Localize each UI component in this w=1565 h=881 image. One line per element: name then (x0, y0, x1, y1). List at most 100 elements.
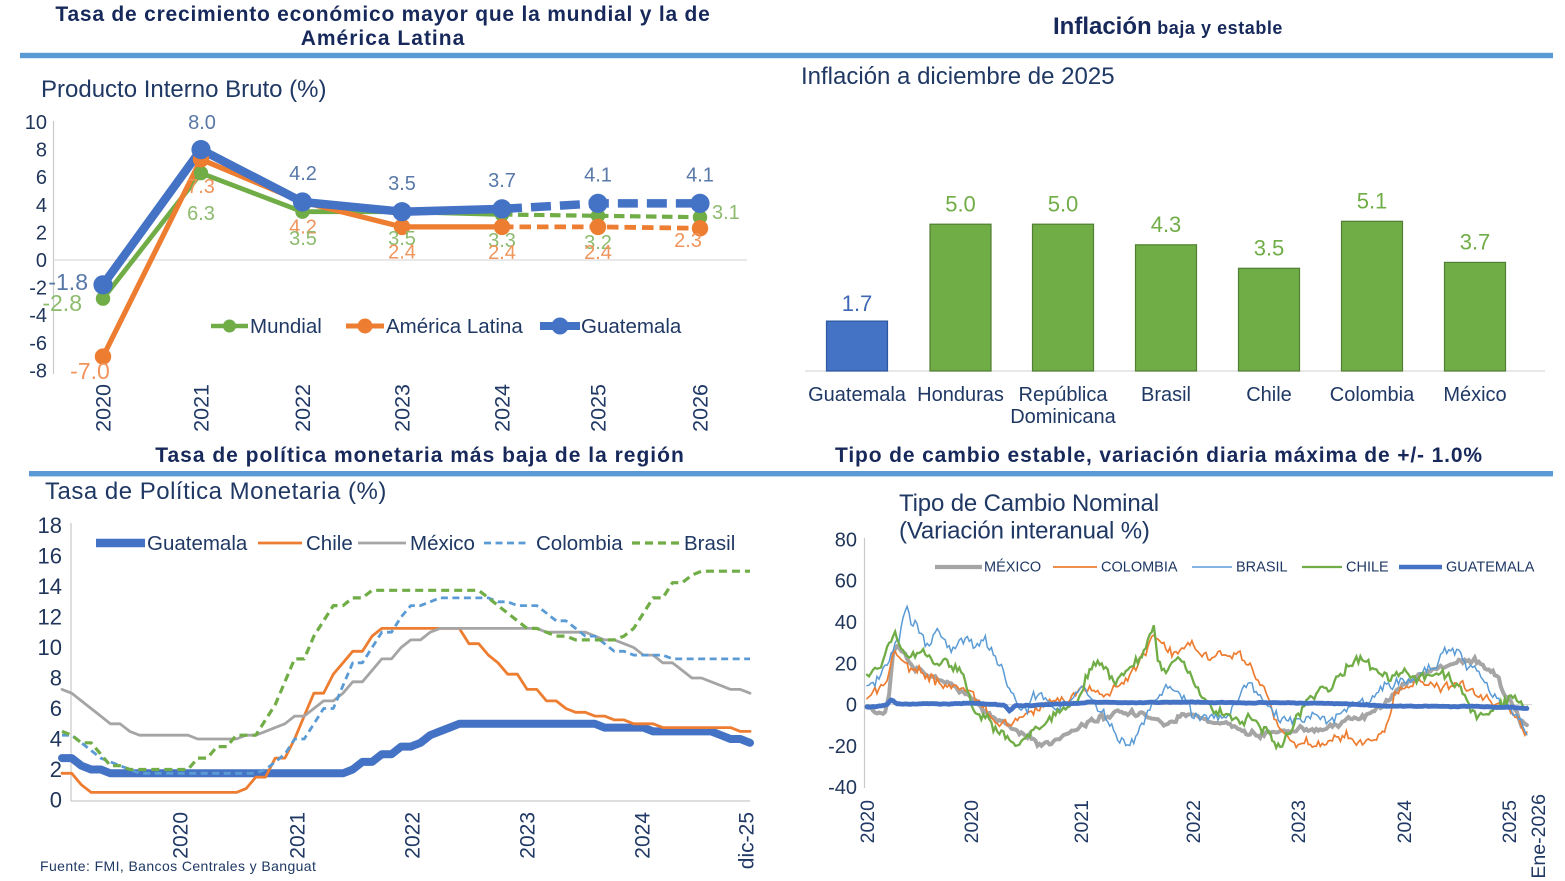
svg-text:COLOMBIA: COLOMBIA (1101, 560, 1178, 576)
svg-text:dic-25: dic-25 (736, 812, 759, 869)
svg-text:2023: 2023 (517, 812, 540, 859)
svg-text:América Latina: América Latina (386, 315, 523, 338)
svg-text:6.3: 6.3 (187, 203, 215, 225)
svg-text:-40: -40 (828, 777, 857, 799)
svg-text:60: 60 (835, 571, 857, 593)
svg-text:2020: 2020 (92, 384, 116, 432)
svg-text:4.2: 4.2 (289, 163, 317, 185)
svg-text:4: 4 (36, 195, 47, 217)
svg-text:2024: 2024 (632, 812, 655, 859)
svg-text:12: 12 (38, 605, 62, 630)
svg-text:2020: 2020 (857, 800, 879, 844)
svg-text:5.1: 5.1 (1357, 188, 1388, 213)
svg-text:20: 20 (835, 653, 857, 675)
svg-text:México: México (410, 532, 475, 555)
svg-text:6: 6 (36, 167, 47, 189)
svg-text:República: República (1019, 384, 1109, 406)
svg-text:2020: 2020 (961, 800, 983, 844)
svg-text:Tipo de Cambio Nominal: Tipo de Cambio Nominal (899, 490, 1159, 517)
svg-text:2024: 2024 (491, 384, 515, 432)
svg-text:2021: 2021 (287, 812, 310, 859)
svg-text:8: 8 (50, 666, 62, 691)
svg-text:Tasa de crecimiento económico: Tasa de crecimiento económico mayor que … (55, 3, 710, 26)
svg-text:5.0: 5.0 (1048, 191, 1079, 216)
svg-text:Brasil: Brasil (1141, 384, 1191, 406)
svg-text:2022: 2022 (402, 812, 425, 859)
svg-text:2023: 2023 (1288, 800, 1310, 843)
svg-text:2025: 2025 (587, 384, 611, 432)
svg-text:Guatemala: Guatemala (808, 384, 907, 406)
svg-text:2.4: 2.4 (488, 242, 516, 264)
svg-text:3.7: 3.7 (488, 170, 516, 192)
svg-text:3.5: 3.5 (1254, 235, 1285, 260)
svg-text:2024: 2024 (1394, 800, 1416, 844)
svg-text:4.1: 4.1 (686, 165, 714, 187)
svg-text:América Latina: América Latina (301, 27, 466, 50)
svg-text:BRASIL: BRASIL (1236, 560, 1288, 576)
svg-text:2021: 2021 (190, 384, 214, 432)
svg-text:-7.0: -7.0 (70, 358, 110, 384)
svg-text:2: 2 (36, 222, 47, 244)
svg-text:6: 6 (50, 696, 62, 721)
svg-text:2.3: 2.3 (674, 230, 702, 252)
svg-text:2026: 2026 (689, 384, 713, 432)
svg-text:Ene-2026: Ene-2026 (1528, 794, 1550, 879)
svg-text:10: 10 (38, 635, 62, 660)
svg-text:Colombia: Colombia (536, 532, 623, 555)
svg-text:-2.8: -2.8 (42, 290, 82, 316)
svg-text:GUATEMALA: GUATEMALA (1446, 560, 1535, 576)
svg-text:2025: 2025 (1499, 800, 1521, 844)
svg-text:(Variación interanual %): (Variación interanual %) (899, 517, 1150, 544)
svg-text:Chile: Chile (1246, 384, 1292, 406)
svg-text:3.1: 3.1 (712, 202, 740, 224)
svg-text:-6: -6 (29, 333, 47, 355)
svg-text:2020: 2020 (170, 812, 193, 859)
svg-text:Chile: Chile (306, 532, 353, 555)
svg-text:2023: 2023 (391, 384, 415, 432)
svg-text:0: 0 (846, 695, 857, 717)
svg-text:Brasil: Brasil (684, 532, 735, 555)
svg-text:-2: -2 (29, 278, 47, 300)
svg-text:2021: 2021 (1071, 800, 1093, 843)
svg-text:-4: -4 (29, 305, 47, 327)
svg-text:3.5: 3.5 (388, 228, 416, 250)
svg-text:2022: 2022 (291, 384, 315, 432)
svg-text:18: 18 (38, 513, 62, 538)
svg-text:4.3: 4.3 (1151, 212, 1182, 237)
svg-text:Mundial: Mundial (250, 315, 322, 338)
svg-text:4.2: 4.2 (289, 217, 317, 239)
svg-text:10: 10 (25, 112, 47, 134)
svg-text:México: México (1443, 384, 1506, 406)
svg-text:-20: -20 (828, 736, 857, 758)
svg-text:Inflación baja y estable: Inflación baja y estable (1053, 13, 1283, 40)
svg-text:14: 14 (38, 574, 62, 599)
svg-text:3.5: 3.5 (388, 173, 416, 195)
svg-text:3.3: 3.3 (488, 230, 516, 252)
svg-text:Colombia: Colombia (1330, 384, 1415, 406)
svg-text:2: 2 (50, 757, 62, 782)
svg-text:4.1: 4.1 (584, 165, 612, 187)
svg-text:3.2: 3.2 (584, 232, 612, 254)
svg-text:4: 4 (50, 727, 62, 752)
svg-text:40: 40 (835, 612, 857, 634)
svg-text:2.4: 2.4 (388, 242, 416, 264)
svg-text:2022: 2022 (1183, 800, 1205, 843)
svg-text:80: 80 (835, 529, 857, 551)
svg-text:CHILE: CHILE (1346, 560, 1389, 576)
svg-text:-8: -8 (29, 360, 47, 382)
svg-text:-1.8: -1.8 (48, 269, 88, 295)
svg-text:1.7: 1.7 (842, 291, 873, 316)
svg-text:0: 0 (50, 788, 62, 813)
svg-text:Honduras: Honduras (917, 384, 1004, 406)
svg-text:Guatemala: Guatemala (581, 315, 682, 338)
svg-text:7.3: 7.3 (187, 176, 215, 198)
svg-text:Fuente: FMI, Bancos Centrales: Fuente: FMI, Bancos Centrales y Banguat (40, 858, 316, 874)
svg-text:Inflación a diciembre de 2025: Inflación a diciembre de 2025 (801, 63, 1115, 90)
svg-text:2.4: 2.4 (584, 242, 612, 264)
svg-text:3.7: 3.7 (1460, 229, 1491, 254)
svg-text:Tasa de política monetaria más: Tasa de política monetaria más baja de l… (155, 444, 685, 467)
svg-text:Guatemala: Guatemala (147, 532, 248, 555)
svg-text:8.0: 8.0 (188, 112, 216, 134)
svg-text:16: 16 (38, 544, 62, 569)
svg-text:Tipo de cambio estable, variac: Tipo de cambio estable, variación diaria… (835, 444, 1483, 467)
